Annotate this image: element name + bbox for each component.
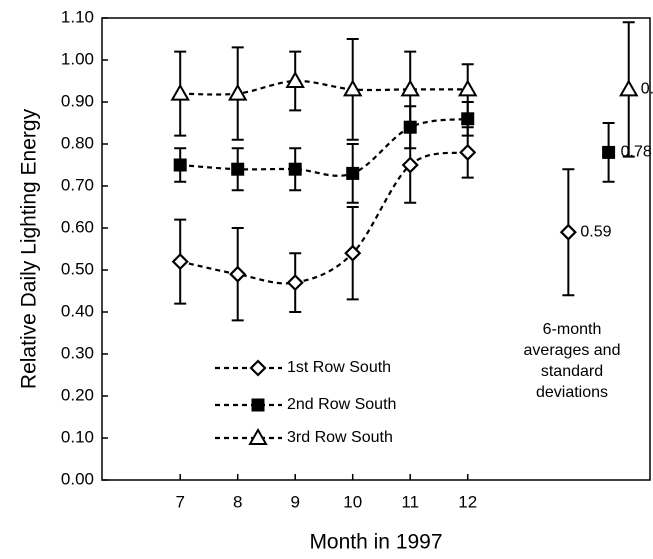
y-tick-label: 0.20 [61,385,94,404]
x-tick-label: 7 [175,492,184,511]
y-axis-label: Relative Daily Lighting Energy [18,108,41,389]
annotation: standard [541,363,603,380]
value-label: 0.78 [621,144,652,161]
legend-label: 1st Row South [287,359,391,376]
y-tick-label: 1.10 [61,7,94,26]
x-tick-label: 9 [290,492,299,511]
y-tick-label: 0.70 [61,175,94,194]
y-tick-label: 0.80 [61,133,94,152]
legend-marker [251,398,265,412]
marker [229,265,247,283]
marker [288,162,302,176]
marker [401,156,419,174]
y-tick-label: 0.00 [61,469,94,488]
y-tick-label: 0.10 [61,427,94,446]
marker [459,143,477,161]
marker [285,70,305,88]
x-tick-label: 10 [343,492,362,511]
plot-frame [101,17,651,481]
series-line [180,79,468,96]
marker [286,274,304,292]
marker [559,223,577,241]
marker [227,83,248,101]
marker [457,79,478,97]
marker [344,244,362,262]
x-axis-label: Month in 1997 [309,531,442,554]
y-tick-label: 0.60 [61,217,94,236]
marker [171,253,189,271]
annotation: deviations [536,384,608,401]
legend-label: 2nd Row South [287,396,396,413]
marker [602,145,616,159]
y-tick-label: 0.30 [61,343,94,362]
marker [342,79,363,97]
y-tick-label: 0.50 [61,259,94,278]
marker [619,79,639,97]
y-tick-label: 0.90 [61,91,94,110]
legend-label: 3rd Row South [287,429,393,446]
series-line [180,117,468,177]
marker [170,83,190,101]
marker [173,158,187,172]
y-tick-label: 1.00 [61,49,94,68]
marker [231,162,245,176]
y-tick-label: 0.40 [61,301,94,320]
series-line [179,151,468,285]
annotation: averages and [524,342,621,359]
marker [400,79,420,97]
x-tick-label: 8 [233,492,242,511]
x-tick-label: 12 [458,492,477,511]
x-tick-label: 11 [401,492,419,511]
value-label: 0.59 [580,223,611,240]
legend-marker [249,359,267,377]
legend-marker [248,427,268,445]
value-label: 0.93 [641,81,653,98]
annotation: 6-month [543,321,602,338]
marker [346,166,360,180]
